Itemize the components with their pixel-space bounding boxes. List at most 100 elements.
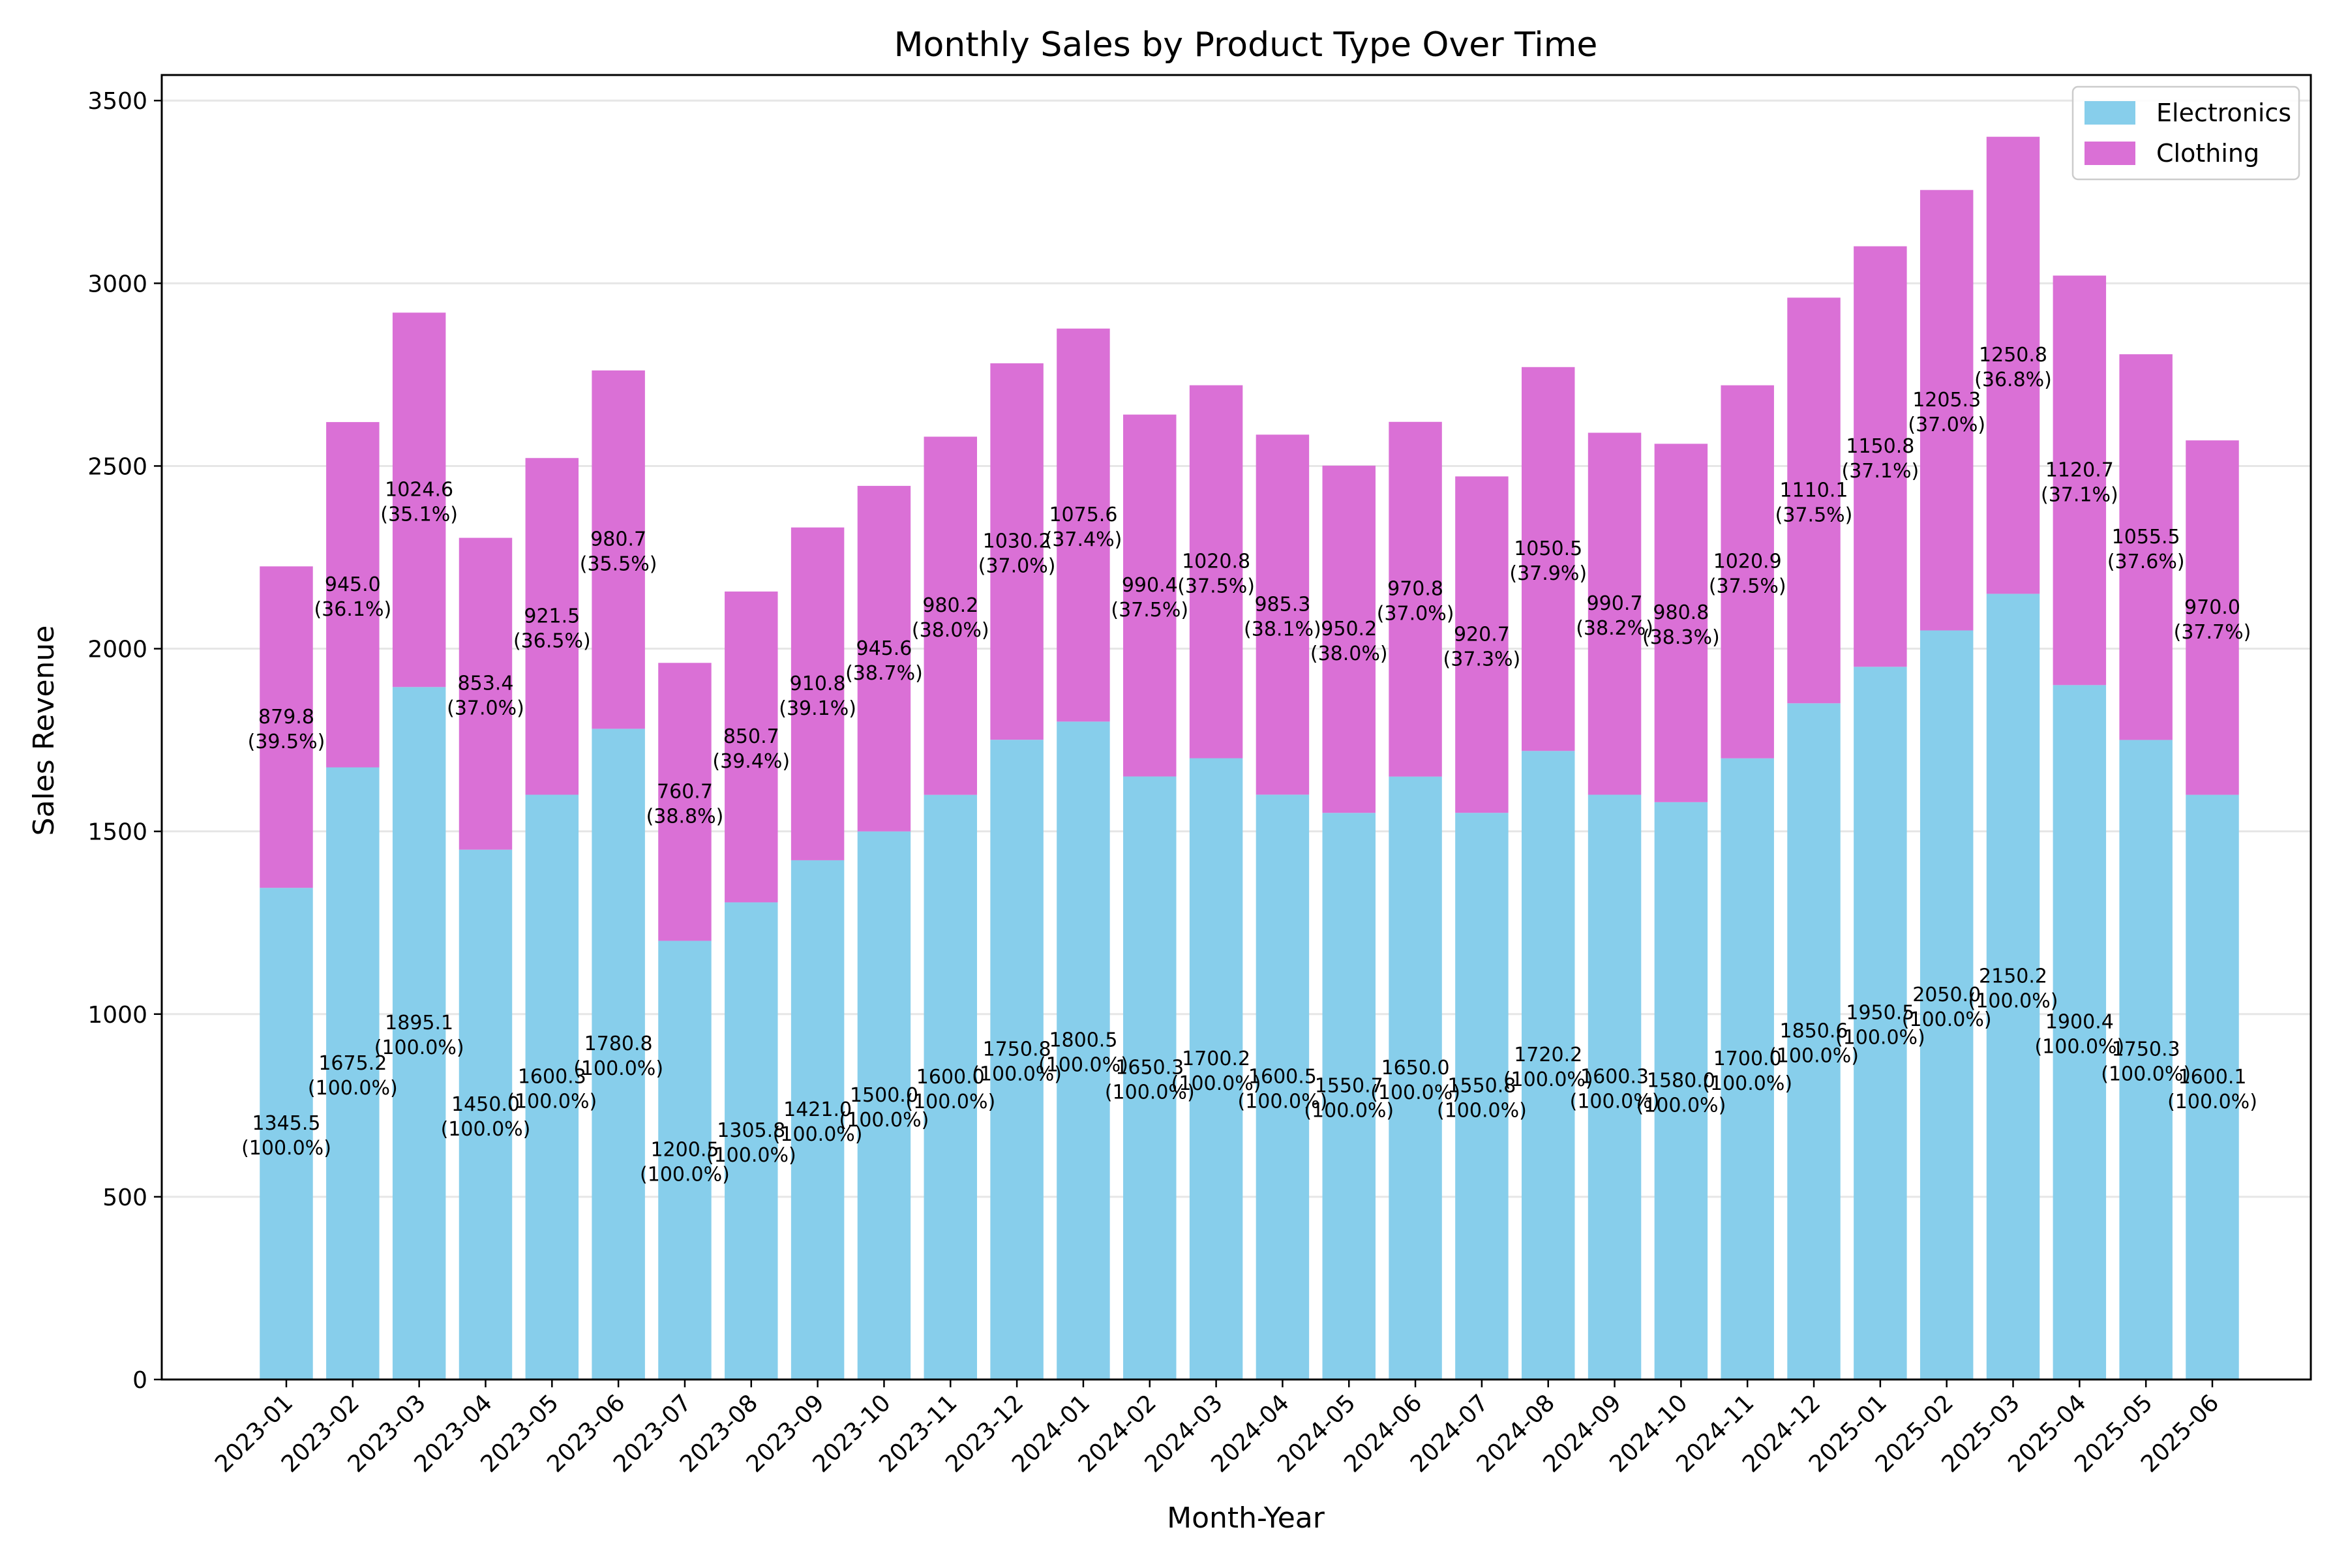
data-label-clothing: 910.8 (790, 672, 846, 695)
bar-electronics (1919, 630, 1974, 1380)
data-label-electronics: 1450.0 (451, 1093, 520, 1116)
data-label-clothing-pct: (37.1%) (2041, 483, 2118, 506)
bar-electronics (1455, 813, 1509, 1380)
data-label-electronics-pct: (100.0%) (1968, 990, 2058, 1013)
bar-electronics (725, 902, 778, 1380)
data-label-clothing-pct: (35.5%) (580, 553, 657, 576)
data-label-clothing-pct: (37.0%) (1908, 414, 1985, 436)
bar-electronics (1389, 776, 1442, 1380)
data-label-electronics: 1700.2 (1182, 1048, 1250, 1070)
data-label-clothing-pct: (37.7%) (2174, 621, 2251, 644)
bar-electronics (1787, 703, 1841, 1380)
data-label-electronics: 2150.2 (1979, 965, 2047, 988)
data-label-clothing-pct: (37.6%) (2107, 550, 2185, 573)
bar-electronics (1521, 751, 1575, 1380)
data-label-electronics: 1895.1 (385, 1012, 453, 1034)
bar-clothing (725, 591, 778, 903)
y-axis-ticks: 0 500 1000 1500 2000 2500 3000 3500 (87, 88, 162, 1394)
data-label-clothing-pct: (39.4%) (712, 750, 790, 773)
data-label-clothing: 1110.1 (1780, 479, 1848, 502)
data-label-clothing: 1030.2 (983, 530, 1051, 553)
data-label-clothing-pct: (39.1%) (779, 697, 856, 720)
legend-swatch-electronics (2085, 101, 2135, 125)
data-label-electronics: 1421.0 (783, 1098, 852, 1121)
data-label-clothing-pct: (37.3%) (1443, 648, 1521, 671)
data-label-clothing: 990.7 (1587, 592, 1643, 615)
bar-clothing (2053, 275, 2107, 686)
data-label-clothing: 970.0 (2184, 596, 2240, 619)
data-label-electronics-pct: (100.0%) (1902, 1008, 1992, 1031)
data-label-electronics: 1780.8 (584, 1033, 653, 1055)
bar-clothing (990, 363, 1044, 740)
bar-electronics (924, 794, 978, 1380)
data-label-clothing: 850.7 (723, 725, 779, 748)
bar-clothing (525, 458, 579, 795)
data-label-electronics: 1600.5 (1248, 1066, 1317, 1089)
data-label-electronics-pct: (100.0%) (1835, 1027, 1925, 1049)
data-label-electronics: 1650.3 (1115, 1057, 1184, 1079)
data-label-electronics-pct: (100.0%) (839, 1109, 929, 1132)
data-label-electronics-pct: (100.0%) (2167, 1091, 2257, 1113)
legend-swatch-clothing (2085, 142, 2135, 165)
data-label-electronics-pct: (100.0%) (1105, 1081, 1195, 1104)
data-label-clothing: 990.4 (1122, 574, 1178, 597)
data-label-clothing: 853.4 (458, 672, 514, 695)
data-label-clothing: 1150.8 (1846, 435, 1914, 458)
bar-electronics (1322, 813, 1376, 1380)
data-label-clothing: 1075.6 (1049, 504, 1117, 526)
data-label-clothing: 760.7 (657, 780, 713, 803)
data-label-electronics: 1750.8 (983, 1038, 1051, 1061)
y-axis-label: Sales Revenue (27, 626, 61, 836)
data-label-clothing: 879.8 (258, 706, 314, 729)
y-tick-label: 2000 (87, 637, 147, 663)
data-label-electronics: 1305.8 (717, 1119, 785, 1142)
bar-electronics (1721, 758, 1774, 1380)
data-label-electronics-pct: (100.0%) (1769, 1045, 1859, 1068)
bar-electronics (1986, 594, 2040, 1380)
data-label-clothing: 980.2 (922, 594, 978, 617)
data-label-electronics: 1550.7 (1315, 1075, 1383, 1098)
axes (160, 74, 2312, 1381)
legend-label-clothing: Clothing (2156, 139, 2259, 168)
data-label-clothing-pct: (36.1%) (314, 598, 391, 621)
plot-frame (160, 74, 2312, 1381)
legend: Electronics Clothing (2071, 85, 2300, 181)
bar-clothing (1787, 297, 1841, 704)
data-label-electronics-pct: (100.0%) (905, 1091, 995, 1113)
data-label-electronics-pct: (100.0%) (1503, 1068, 1593, 1091)
bar-electronics (1588, 794, 1642, 1380)
data-label-clothing-pct: (38.0%) (1310, 642, 1388, 665)
bar-clothing (1256, 434, 1310, 795)
data-label-electronics: 1675.2 (318, 1052, 387, 1075)
data-label-electronics: 1500.0 (850, 1084, 918, 1107)
data-label-electronics: 1200.5 (650, 1139, 719, 1162)
data-label-clothing: 1020.8 (1182, 550, 1250, 573)
data-label-electronics: 2050.0 (1912, 984, 1981, 1006)
data-label-clothing-pct: (37.5%) (1709, 575, 1786, 598)
data-label-clothing: 945.6 (856, 637, 912, 660)
data-label-electronics-pct: (100.0%) (1370, 1081, 1460, 1104)
data-label-clothing: 980.7 (590, 528, 646, 551)
data-label-clothing: 985.3 (1254, 593, 1310, 616)
data-label-electronics-pct: (100.0%) (1038, 1054, 1128, 1077)
data-label-electronics: 1580.0 (1647, 1069, 1715, 1092)
data-label-electronics: 1600.3 (1580, 1066, 1649, 1089)
x-axis-label: Month-Year (1167, 1501, 1325, 1535)
data-label-clothing-pct: (38.1%) (1244, 618, 1321, 641)
bar-electronics (1256, 794, 1310, 1380)
y-tick-label: 3000 (87, 271, 147, 297)
data-label-electronics-pct: (100.0%) (773, 1123, 863, 1146)
data-label-electronics: 1600.0 (916, 1066, 985, 1089)
bar-electronics (1189, 758, 1243, 1380)
y-tick-label: 3500 (87, 88, 147, 115)
data-label-electronics: 1950.5 (1846, 1002, 1914, 1025)
data-label-electronics: 1550.8 (1447, 1075, 1516, 1098)
bar-electronics (990, 740, 1044, 1380)
data-label-clothing-pct: (35.1%) (380, 503, 458, 526)
bar-electronics (459, 849, 513, 1380)
bar-clothing (1521, 367, 1575, 751)
data-label-clothing-pct: (37.5%) (1775, 504, 1853, 526)
bar-clothing (392, 312, 446, 687)
data-label-clothing: 921.5 (524, 605, 580, 627)
